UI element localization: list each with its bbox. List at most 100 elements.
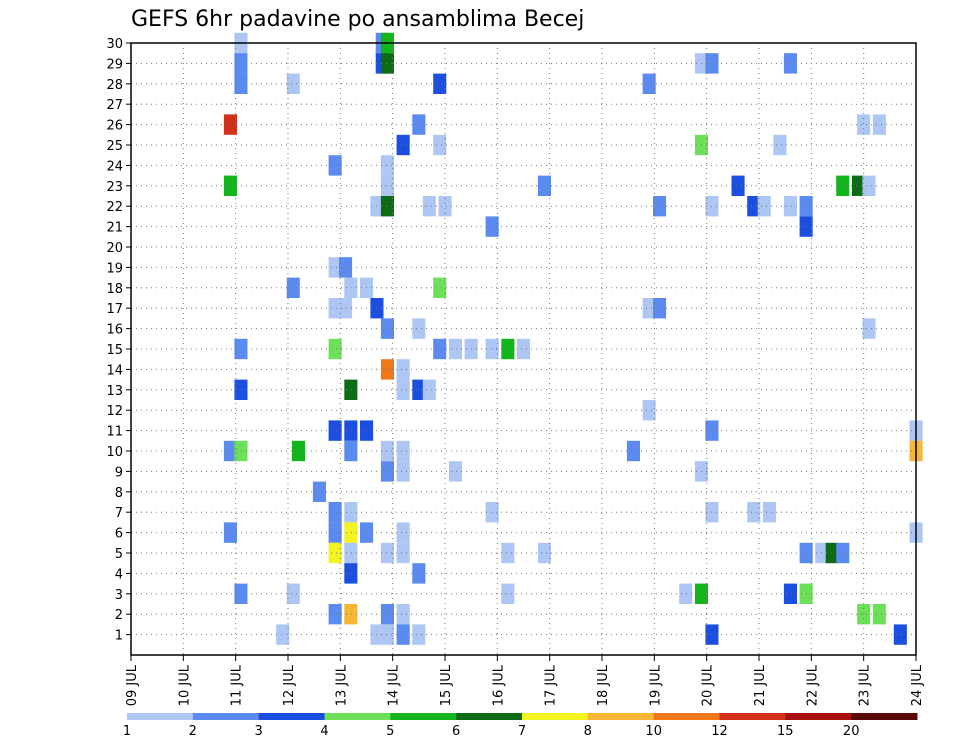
precip-cell [344,604,358,625]
y-tick-label: 18 [106,282,123,297]
precip-cell [328,338,342,360]
y-tick-label: 28 [106,78,123,93]
precip-cell [328,542,342,564]
precip-cell [626,440,640,462]
precip-cell [501,338,515,360]
precip-cell [836,542,850,564]
y-tick-label: 20 [106,241,123,256]
precip-cell [412,114,426,135]
precip-cell [312,481,326,502]
precip-cell [396,359,410,380]
y-tick-label: 17 [106,302,123,317]
precip-cell [396,604,410,625]
precip-cell [396,542,410,564]
color-scale-label: 5 [386,724,394,739]
y-tick-label: 7 [115,506,123,521]
precip-cell [344,420,358,441]
precip-cell [825,542,839,564]
precip-cell [783,583,797,604]
precip-cell [234,379,248,400]
precip-cell [433,73,447,94]
chart-title: GEFS 6hr padavine po ansamblima Becej [131,7,584,32]
precip-cell [537,542,551,564]
y-tick-label: 8 [115,486,123,501]
precip-cell [276,624,290,645]
precip-cell [422,196,436,217]
y-tick-label: 2 [115,608,123,623]
x-axis: 09 JUL 10 JUL 11 JUL 12 JUL 13 JUL 14 JUL 15 J… [125,655,925,706]
precip-cell [433,277,447,298]
precip-cell [234,338,248,360]
precip-cell [380,604,394,625]
precip-cell [448,338,462,360]
x-tick-label: 14 JUL [387,664,402,706]
y-tick-label: 23 [106,180,123,195]
precip-cell [438,196,452,217]
precip-cell [344,542,358,564]
y-tick-label: 15 [106,343,123,358]
color-scale-label: 1 [123,724,131,739]
precip-cell [862,318,876,339]
precip-cell [286,583,300,604]
color-scale-label: 2 [189,724,197,739]
y-tick-label: 21 [106,221,123,236]
precip-cell [893,624,907,645]
y-tick-label: 29 [106,57,123,72]
precip-cell [223,175,237,196]
color-scale-swatch [522,713,589,720]
precip-cell [653,298,667,319]
x-tick-label: 24 JUL [910,664,925,706]
precip-cell [412,318,426,339]
precip-cell [328,420,342,441]
precip-cell [396,440,410,462]
precip-cell [223,114,237,135]
color-scale-bar: 1 2 3 4 5 6 7 8 10 12 15 20 [123,713,918,739]
precip-cell [344,522,358,543]
precip-cell [234,583,248,604]
precip-cell [223,522,237,543]
precip-cell [412,624,426,645]
precip-cell [380,196,394,217]
precip-cell [851,175,865,196]
precip-cell [380,155,394,176]
precip-cell [412,563,426,584]
precip-cell [642,400,656,421]
x-tick-label: 18 JUL [596,664,611,706]
x-tick-label: 11 JUL [230,664,245,706]
x-tick-label: 23 JUL [858,664,873,706]
precip-cell [857,604,871,625]
y-tick-label: 3 [115,588,123,603]
y-tick-label: 11 [106,425,123,440]
color-scale-label: 7 [518,724,526,739]
precip-cell [642,298,656,319]
precip-cell [380,175,394,196]
precip-cell [485,502,499,523]
y-tick-label: 12 [106,404,123,419]
color-scale-swatch [719,713,786,720]
color-scale-swatch [192,713,260,720]
color-scale-label: 12 [711,724,728,739]
precip-cell [339,257,353,278]
x-tick-label: 22 JUL [805,664,820,706]
precip-cell [339,298,353,319]
color-scale-swatch [851,713,918,720]
x-tick-label: 12 JUL [282,664,297,706]
color-scale-label: 20 [843,724,860,739]
precip-cell [380,542,394,564]
y-tick-label: 26 [106,119,123,134]
precip-cell [731,175,745,196]
precip-cell [747,196,761,217]
y-tick-label: 30 [106,37,123,52]
color-scale-swatch [456,713,523,720]
precip-cell [783,53,797,74]
precip-cell [836,175,850,196]
precip-cell [773,134,787,156]
precip-cell [872,604,886,625]
precip-cell [344,440,358,462]
precip-cell [396,134,410,156]
precip-cell [396,461,410,482]
precip-cell [286,277,300,298]
y-tick-label: 25 [106,139,123,154]
y-tick-label: 1 [115,629,123,644]
precip-cell [762,502,776,523]
